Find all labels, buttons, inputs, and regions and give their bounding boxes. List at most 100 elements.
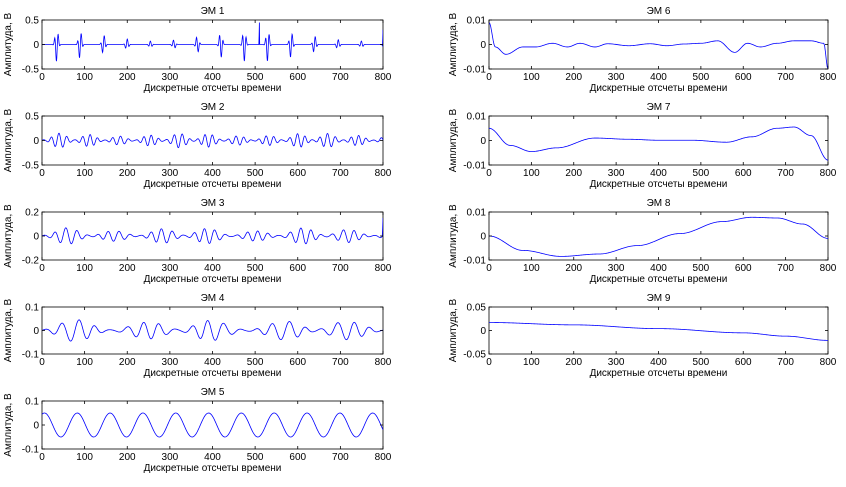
chart-title: ЭМ 7: [647, 102, 671, 113]
x-tick-label: 400: [204, 168, 221, 179]
x-tick-label: 600: [289, 263, 306, 274]
y-tick-label: -0.01: [463, 256, 486, 267]
x-tick-label: 700: [777, 72, 794, 83]
x-tick-label: 100: [523, 72, 540, 83]
chart-title: ЭМ 4: [201, 293, 225, 304]
x-tick-label: 800: [820, 72, 837, 83]
x-tick-label: 300: [162, 452, 179, 463]
plot-area-frame: [41, 211, 384, 261]
x-tick-label: 700: [777, 168, 794, 179]
x-tick-label: 0: [486, 263, 492, 274]
x-tick-label: 200: [565, 72, 582, 83]
chart-title: ЭМ 3: [201, 198, 225, 209]
series-line: [489, 216, 828, 257]
x-tick-label: 600: [735, 263, 752, 274]
x-tick-label: 300: [608, 357, 625, 368]
series-line: [489, 322, 828, 341]
y-tick-label: 0.1: [25, 303, 39, 314]
x-tick-label: 200: [565, 357, 582, 368]
x-tick-label: 100: [76, 263, 93, 274]
x-tick-label: 600: [735, 72, 752, 83]
x-tick-label: 100: [523, 263, 540, 274]
series-line: [42, 22, 383, 62]
x-axis-label: Дискретные отсчеты времени: [590, 274, 728, 285]
y-axis-label: Амплитуда, В: [3, 108, 14, 172]
y-axis-label: Амплитуда, В: [448, 12, 459, 76]
x-tick-label: 400: [650, 72, 667, 83]
x-tick-label: 300: [162, 168, 179, 179]
y-tick-label: 0: [480, 232, 486, 243]
y-axis-label: Амплитуда, В: [3, 204, 14, 268]
series-line: [42, 412, 383, 438]
x-tick-label: 500: [693, 168, 710, 179]
y-tick-label: 0: [33, 40, 39, 51]
y-tick-label: 0: [33, 136, 39, 147]
y-tick-label: -0.2: [22, 256, 40, 267]
x-tick-label: 0: [486, 72, 492, 83]
x-tick-label: 600: [735, 357, 752, 368]
x-tick-label: 700: [332, 263, 349, 274]
x-tick-label: 300: [162, 263, 179, 274]
x-tick-label: 0: [39, 357, 45, 368]
series-line: [42, 132, 383, 149]
y-tick-label: 0: [33, 421, 39, 432]
y-tick-label: 0.01: [467, 16, 487, 27]
x-tick-label: 300: [608, 72, 625, 83]
plot-area-frame: [41, 115, 384, 166]
y-tick-label: 0: [480, 40, 486, 51]
x-tick-label: 0: [39, 168, 45, 179]
x-tick-label: 600: [289, 72, 306, 83]
y-tick-label: 0.1: [25, 397, 39, 408]
x-tick-label: 500: [693, 263, 710, 274]
y-tick-label: 0.01: [467, 208, 487, 219]
x-tick-label: 100: [76, 452, 93, 463]
x-tick-label: 400: [204, 263, 221, 274]
x-axis-label: Дискретные отсчеты времени: [590, 368, 728, 379]
x-tick-label: 700: [332, 168, 349, 179]
x-tick-label: 800: [375, 357, 392, 368]
x-tick-label: 800: [820, 357, 837, 368]
y-tick-label: -0.01: [463, 65, 486, 76]
chart-title: ЭМ 1: [201, 6, 225, 17]
x-tick-label: 200: [119, 72, 136, 83]
chart-title: ЭМ 9: [647, 293, 671, 304]
x-tick-label: 500: [247, 452, 264, 463]
y-tick-label: -0.1: [22, 350, 40, 361]
subplot-5: 0 100 200 300 400 500 600 700 800-0.100.1ЭМ 5Дис…: [3, 387, 392, 474]
x-tick-label: 600: [735, 168, 752, 179]
y-axis-label: Амплитуда, В: [3, 298, 14, 362]
x-tick-label: 800: [820, 168, 837, 179]
x-tick-label: 500: [693, 72, 710, 83]
y-tick-label: -0.5: [22, 65, 40, 76]
chart-title: ЭМ 5: [201, 387, 225, 398]
y-tick-label: 0.05: [467, 303, 487, 314]
x-tick-label: 400: [204, 357, 221, 368]
x-tick-label: 500: [247, 263, 264, 274]
x-tick-label: 0: [39, 72, 45, 83]
x-axis-label: Дискретные отсчеты времени: [144, 368, 282, 379]
plot-area-frame: [488, 306, 829, 355]
y-axis-label: Амплитуда, В: [448, 204, 459, 268]
x-tick-label: 800: [375, 263, 392, 274]
x-axis-label: Дискретные отсчеты времени: [144, 463, 282, 474]
series-line: [42, 319, 383, 342]
x-axis-label: Дискретные отсчеты времени: [144, 83, 282, 94]
y-tick-label: 0: [33, 232, 39, 243]
x-tick-label: 500: [693, 357, 710, 368]
x-tick-label: 200: [119, 263, 136, 274]
x-tick-label: 700: [777, 357, 794, 368]
subplot-1: 0 100 200 300 400 500 600 700 800-0.500.5ЭМ 1Дис…: [3, 6, 392, 94]
x-tick-label: 200: [119, 168, 136, 179]
x-tick-label: 400: [204, 452, 221, 463]
x-tick-label: 100: [76, 168, 93, 179]
x-tick-label: 400: [204, 72, 221, 83]
x-tick-label: 600: [289, 452, 306, 463]
x-tick-label: 200: [565, 263, 582, 274]
x-tick-label: 300: [608, 168, 625, 179]
x-tick-label: 300: [162, 72, 179, 83]
subplot-4: 0 100 200 300 400 500 600 700 800-0.100.1ЭМ 4Дис…: [3, 293, 392, 379]
